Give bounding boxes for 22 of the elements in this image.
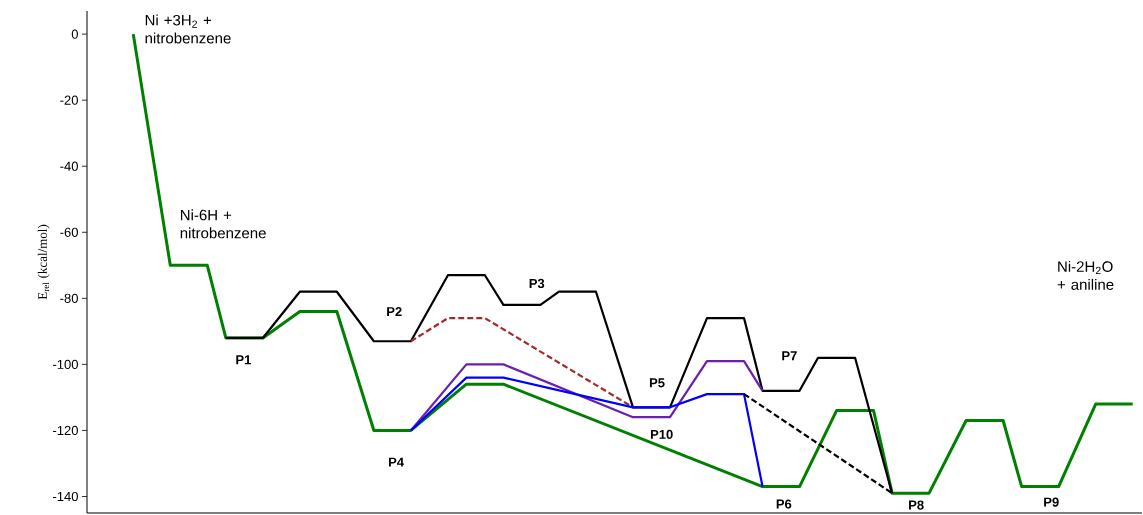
y-tick-label: -40: [60, 161, 78, 171]
annotation: P7: [782, 351, 797, 361]
y-axis-title: E$_{rel}$ (kcal/mol): [37, 224, 50, 300]
annotation: P8: [909, 500, 924, 510]
annotation: Ni +3H$_{2}$ + nitrobenzene: [145, 14, 231, 44]
annotation: P6: [776, 499, 792, 509]
annotation: Ni-2H$_{2}$O + aniline: [1057, 260, 1114, 290]
y-tick-label: -120: [53, 425, 78, 436]
y-tick-label: -140: [53, 491, 78, 502]
y-tick-label: -80: [60, 293, 78, 303]
annotation: P9: [1044, 497, 1059, 507]
y-tick-label: -60: [60, 227, 78, 237]
annotation: P2: [387, 307, 402, 317]
y-tick-label: -20: [60, 95, 78, 105]
y-tick-label: -100: [53, 359, 78, 369]
y-tick-label: 0: [71, 29, 78, 39]
annotation: P1: [236, 355, 251, 365]
annotation: P5: [649, 378, 665, 388]
annotation: Ni-6H + nitrobenzene: [180, 209, 266, 239]
annotation: P3: [529, 278, 545, 289]
annotation: P10: [650, 429, 673, 439]
annotation: P4: [388, 457, 404, 467]
